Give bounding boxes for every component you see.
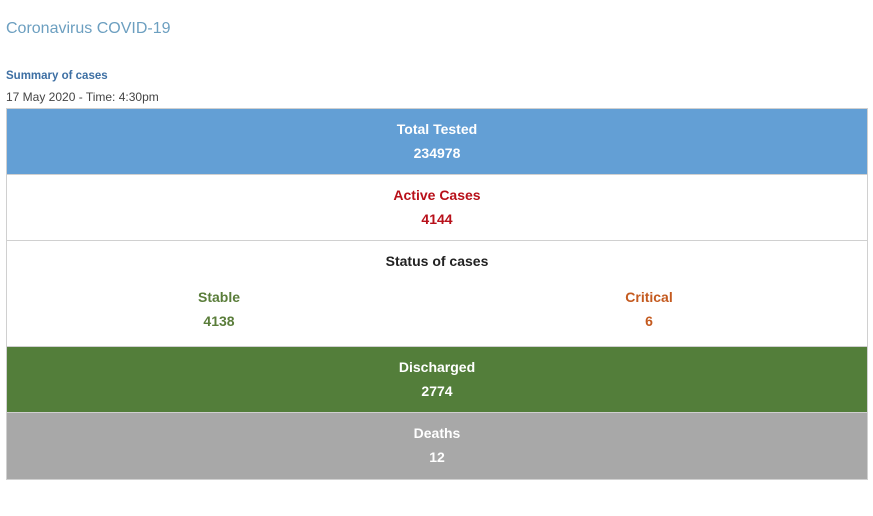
critical-label: Critical: [625, 289, 673, 305]
total-tested-value: 234978: [413, 145, 461, 161]
stable-cases: Stable 4138: [119, 285, 319, 330]
total-tested-row: Total Tested 234978: [7, 109, 867, 175]
summary-heading: Summary of cases: [6, 70, 108, 82]
critical-cases: Critical 6: [549, 285, 749, 330]
status-of-cases-row: Status of cases Stable 4138 Critical 6: [7, 241, 867, 347]
page-title: Coronavirus COVID-19: [6, 20, 171, 37]
report-date-time: 17 May 2020 - Time: 4:30pm: [6, 90, 159, 104]
deaths-value: 12: [429, 449, 445, 465]
discharged-row: Discharged 2774: [7, 347, 867, 413]
deaths-label: Deaths: [413, 425, 461, 441]
stable-value: 4138: [203, 313, 235, 329]
cases-summary-table: Total Tested 234978 Active Cases 4144 St…: [6, 108, 868, 480]
active-cases-label: Active Cases: [393, 187, 481, 203]
total-tested-label: Total Tested: [396, 121, 478, 137]
status-breakdown: Stable 4138 Critical 6: [7, 285, 867, 335]
active-cases-row: Active Cases 4144: [7, 175, 867, 241]
stable-label: Stable: [197, 289, 240, 305]
deaths-row: Deaths 12: [7, 413, 867, 479]
discharged-label: Discharged: [398, 359, 476, 375]
critical-value: 6: [645, 313, 653, 329]
status-of-cases-label: Status of cases: [385, 253, 489, 269]
discharged-value: 2774: [421, 383, 453, 399]
active-cases-value: 4144: [421, 211, 453, 227]
